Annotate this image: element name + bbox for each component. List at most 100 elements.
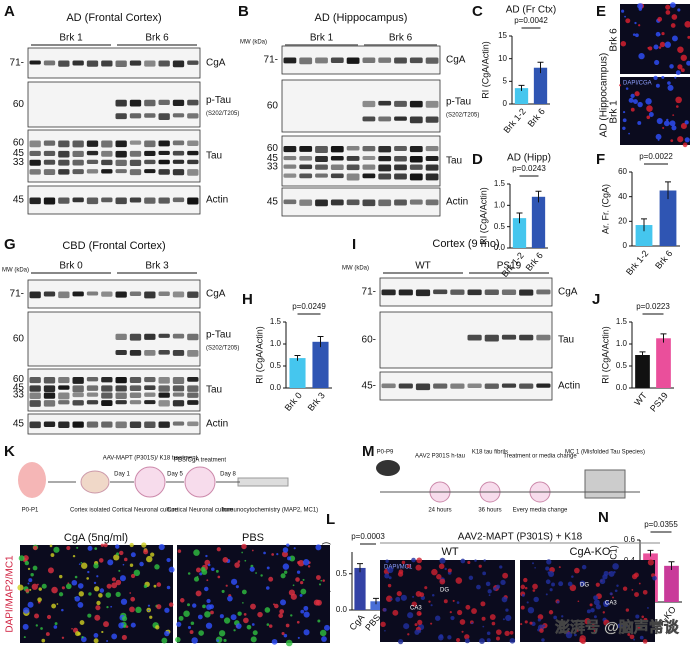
cell (621, 9, 625, 13)
blot-band (315, 156, 328, 163)
error-bar (660, 333, 667, 343)
cell (51, 586, 58, 594)
cell (665, 4, 671, 10)
cell (324, 624, 330, 631)
cell (491, 621, 496, 626)
y-tick-label: 0.5 (494, 222, 506, 231)
blot-band (101, 385, 113, 392)
blot-band (72, 400, 84, 406)
cell (74, 596, 81, 602)
cell (592, 622, 595, 625)
cell (439, 557, 446, 564)
blot-band (172, 197, 185, 203)
blot-band (158, 400, 170, 407)
y-tick-label: 0.5 (270, 361, 282, 370)
cell (680, 122, 687, 129)
cell (176, 621, 182, 627)
cell (235, 585, 239, 589)
cell (634, 592, 639, 597)
blot-band (115, 421, 127, 429)
blot-band (158, 113, 170, 121)
band-label: CgA (206, 58, 226, 69)
cell (436, 574, 442, 580)
blot-band (425, 156, 439, 162)
cell (115, 544, 120, 549)
cell (659, 41, 666, 48)
y-tick-label: 40 (618, 192, 627, 201)
cell (671, 35, 678, 42)
cell (227, 595, 233, 602)
cell (625, 18, 631, 24)
cell (488, 594, 491, 597)
cell (504, 630, 510, 637)
blot-band (129, 421, 142, 429)
cell (115, 579, 122, 586)
blot-band (158, 421, 170, 428)
blot-band (299, 57, 313, 65)
blot-band (115, 159, 127, 167)
cell (447, 568, 452, 573)
cell (47, 567, 54, 574)
blot-band (409, 173, 423, 181)
blot-strip (27, 185, 201, 215)
cell (287, 556, 292, 561)
blot-band (58, 150, 70, 158)
y-tick-label: 0.5 (336, 569, 348, 578)
cell (289, 555, 296, 562)
cell (652, 575, 657, 581)
cell (593, 629, 597, 633)
blot-band (330, 156, 344, 161)
blot-band (72, 150, 84, 158)
cell (88, 592, 92, 596)
cell (283, 570, 288, 574)
cell (648, 46, 653, 51)
y-tick-label: 15 (498, 31, 507, 40)
blot-band (484, 289, 499, 296)
cell (603, 619, 610, 626)
stain-label: DAPI/MAP2/MC1 (5, 555, 16, 633)
cell (59, 574, 63, 579)
cell (22, 623, 29, 630)
cell (211, 567, 215, 571)
blot-band (72, 385, 84, 393)
cell (479, 638, 485, 644)
cell (50, 553, 55, 557)
cell (283, 633, 288, 638)
cell (387, 567, 394, 574)
cell (175, 636, 181, 643)
cell (579, 580, 586, 587)
mw-tick: 45 (267, 153, 279, 164)
panel-letter: F (596, 151, 605, 168)
blot-band (72, 159, 84, 166)
cell (103, 621, 109, 628)
cell (286, 543, 290, 547)
band-label: Actin (206, 419, 228, 430)
cell (520, 605, 525, 610)
panel-letter: K (4, 443, 15, 460)
blot-band (378, 57, 392, 63)
image-title: CgA (5ng/ml) (64, 532, 128, 544)
cell (257, 611, 263, 618)
band-label: Tau (446, 156, 462, 167)
blot-band (501, 334, 517, 340)
blot-band (394, 146, 407, 152)
step-label: Cortical Neuronal culture (167, 508, 234, 514)
cell (396, 591, 402, 597)
bar (531, 196, 546, 248)
cell (526, 601, 529, 604)
cell (158, 543, 165, 551)
cell (53, 625, 58, 629)
cell (633, 572, 639, 578)
cell (412, 595, 415, 598)
bar (656, 338, 671, 388)
cell (524, 586, 528, 590)
cell (524, 620, 528, 624)
cell (210, 610, 214, 615)
blot-band (187, 99, 199, 106)
blot-band (398, 289, 413, 296)
cell (129, 606, 135, 613)
cell (627, 632, 631, 636)
cell (657, 16, 663, 22)
cell (222, 557, 229, 563)
